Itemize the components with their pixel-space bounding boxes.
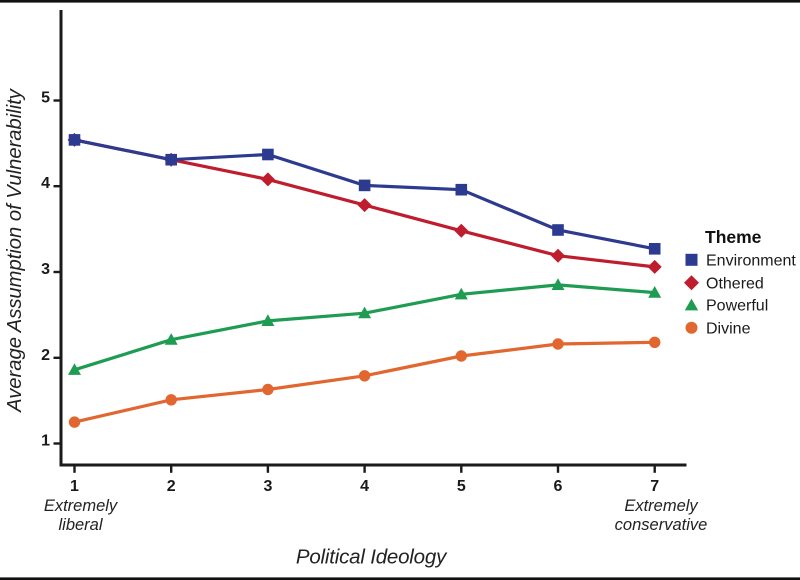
svg-text:2: 2	[167, 478, 176, 495]
svg-text:1: 1	[41, 433, 50, 450]
svg-text:5: 5	[457, 478, 466, 495]
svg-text:Extremely: Extremely	[44, 497, 119, 515]
svg-text:Environment: Environment	[706, 252, 796, 269]
svg-text:3: 3	[263, 478, 272, 495]
svg-text:liberal: liberal	[58, 516, 103, 534]
svg-text:Othered: Othered	[706, 275, 764, 292]
svg-text:5: 5	[41, 90, 50, 107]
svg-text:Theme: Theme	[705, 227, 762, 247]
svg-text:Powerful: Powerful	[706, 298, 768, 315]
svg-text:conservative: conservative	[615, 516, 708, 534]
svg-text:4: 4	[41, 175, 50, 192]
svg-text:1: 1	[70, 478, 79, 495]
svg-text:Political Ideology: Political Ideology	[296, 546, 448, 569]
svg-text:Divine: Divine	[706, 320, 751, 337]
svg-text:4: 4	[360, 478, 369, 495]
svg-text:Average Assumption of Vulnerab: Average Assumption of Vulnerability	[4, 87, 26, 413]
svg-text:7: 7	[650, 478, 659, 495]
svg-text:6: 6	[554, 478, 563, 495]
svg-text:2: 2	[41, 347, 50, 364]
svg-text:3: 3	[41, 261, 50, 278]
svg-text:Extremely: Extremely	[624, 497, 699, 515]
